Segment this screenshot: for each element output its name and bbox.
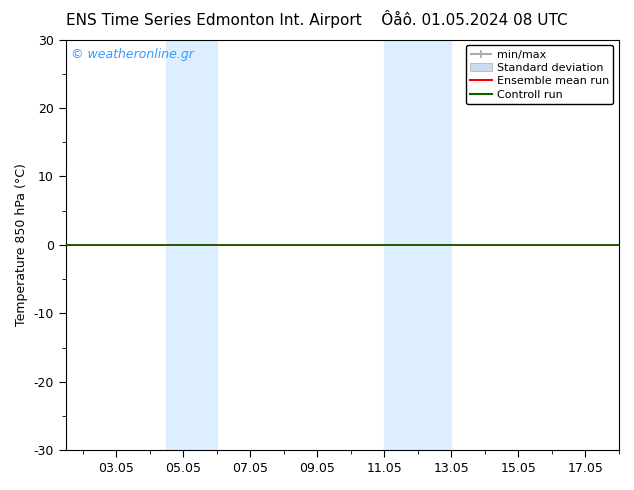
Y-axis label: Temperature 850 hPa (°C): Temperature 850 hPa (°C) — [15, 164, 28, 326]
Bar — [384, 40, 451, 450]
Legend: min/max, Standard deviation, Ensemble mean run, Controll run: min/max, Standard deviation, Ensemble me… — [465, 45, 614, 104]
Text: © weatheronline.gr: © weatheronline.gr — [71, 48, 194, 61]
Text: ENS Time Series Edmonton Int. Airport    Ôåô. 01.05.2024 08 UTC: ENS Time Series Edmonton Int. Airport Ôå… — [66, 10, 568, 28]
Bar — [166, 40, 217, 450]
